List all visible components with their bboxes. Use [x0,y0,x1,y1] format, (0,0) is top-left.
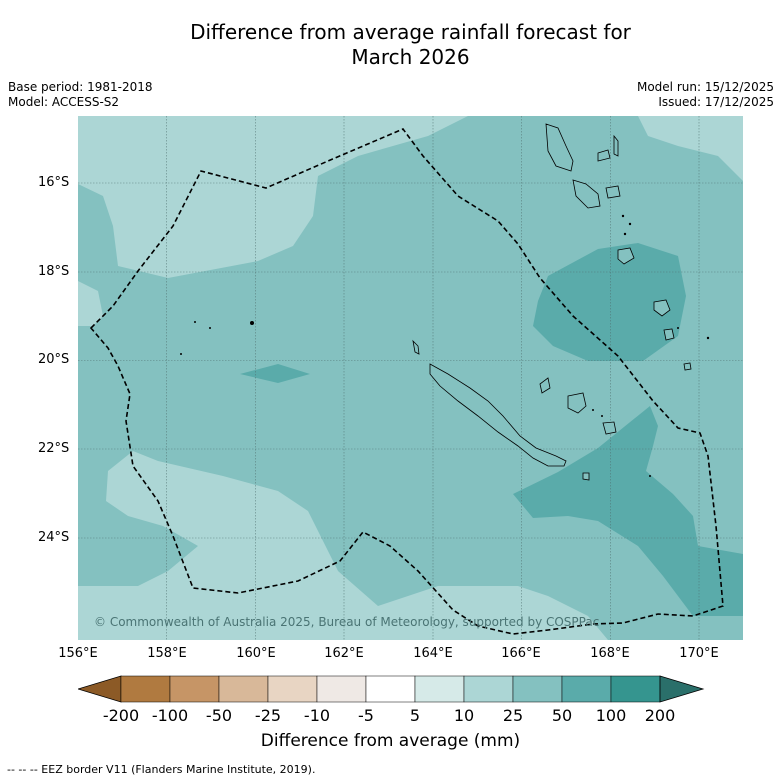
colorbar-tick-label: 200 [644,706,676,725]
colorbar-extension-high [659,675,705,703]
lon-label-164: 164°E [413,646,453,661]
colorbar-segment [169,675,220,703]
colorbar-segment [414,675,465,703]
rain-region-light-w [78,281,103,326]
colorbar-tick-label: 100 [595,706,627,725]
lat-label-20: 20°S [38,352,70,367]
rain-region-dark-se [513,406,743,616]
colorbar-segment [561,675,612,703]
island-mare [602,421,617,435]
colorbar-tick-label: 10 [453,706,475,725]
title-line-2: March 2026 [351,45,470,69]
colorbar-segment [218,675,269,703]
island-espiritu-santo [545,123,574,172]
base-period: Base period: 1981-2018 [8,80,153,94]
lon-label-162: 162°E [324,646,364,661]
title-line-1: Difference from average rainfall forecas… [190,20,631,44]
lat-label-24: 24°S [38,530,70,545]
island-new-caledonia [429,363,567,467]
island-ouvea [539,377,551,394]
lon-label-158: 158°E [147,646,187,661]
island-pentecost [597,149,611,162]
island-aneityum [683,362,692,371]
colorbar-tick-label: -10 [303,706,331,725]
rain-region-light-sw [78,451,608,640]
island-tanna [663,328,675,341]
colorbar-tick-label: -50 [205,706,233,725]
colorbar-tick-label: -100 [151,706,189,725]
colorbar-extension-low [78,675,122,703]
meta-right: Model run: 15/12/2025 Issued: 17/12/2025 [637,80,774,110]
colorbar-tick-label: -200 [102,706,140,725]
island-lifou [567,392,587,414]
small-islets [180,214,710,477]
eez-border [89,128,724,635]
eez-footnote: -- -- -- EEZ border V11 (Flanders Marine… [7,763,316,776]
colorbar-tick-label: -25 [254,706,282,725]
island-pines [582,472,590,481]
model-run: Model run: 15/12/2025 [636,80,774,94]
colorbar-segment [610,675,661,703]
rain-region-light-nw [78,116,468,278]
rain-region-dark-w [240,364,310,383]
rain-region-light-ne [638,116,743,181]
lon-label-160: 160°E [236,646,276,661]
meta-left: Base period: 1981-2018 Model: ACCESS-S2 [8,80,153,110]
colorbar-tick-label: -5 [358,706,374,725]
colorbar-tick-label: 50 [551,706,573,725]
colorbar-segment [512,675,563,703]
lon-label-168: 168°E [590,646,630,661]
lat-label-16: 16°S [38,175,70,190]
colorbar-segment [316,675,367,703]
island-malekula [572,179,601,209]
lon-label-166: 166°E [501,646,541,661]
model-name: Model: ACCESS-S2 [8,95,120,109]
rainfall-map: © Commonwealth of Australia 2025, Bureau… [78,116,743,640]
island-erromango [653,299,671,317]
colorbar-tick-label: 5 [409,706,421,725]
lat-label-18: 18°S [38,264,70,279]
island-efate [617,247,635,265]
colorbar-segment [463,675,514,703]
island-maewo [613,134,619,157]
lon-label-156: 156°E [58,646,98,661]
colorbar [78,675,705,703]
island-epi [605,185,621,199]
lat-label-22: 22°S [38,441,70,456]
colorbar-title: Difference from average (mm) [260,731,521,751]
rain-region-dark-e [533,243,686,361]
colorbar-segment [267,675,318,703]
island-belep [412,339,420,355]
colorbar-segment [365,675,416,703]
issued-date: Issued: 17/12/2025 [658,95,774,109]
colorbar-tick-label: 25 [502,706,524,725]
copyright-text: © Commonwealth of Australia 2025, Bureau… [94,615,599,629]
map-title: Difference from average rainfall forecas… [0,20,781,70]
lon-label-170: 170°E [679,646,719,661]
colorbar-segment [120,675,171,703]
